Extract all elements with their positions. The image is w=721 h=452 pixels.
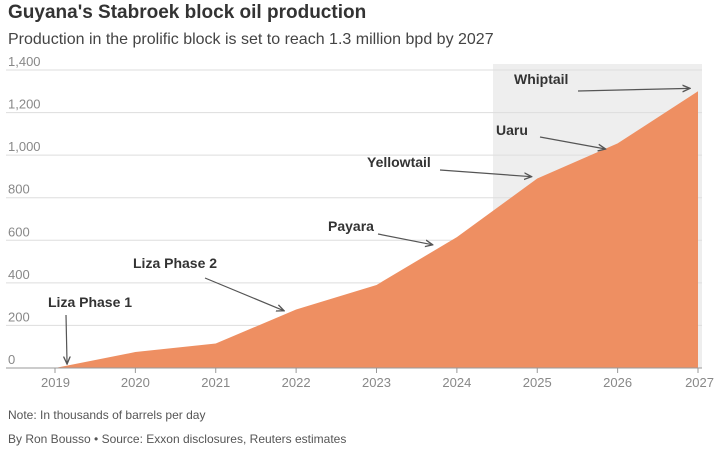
annotation-arrow [577, 88, 690, 91]
chart-note: Note: In thousands of barrels per day [8, 408, 206, 422]
y-tick-label: 1,200 [8, 97, 41, 112]
production-area [55, 91, 698, 369]
annotation-arrow [66, 314, 67, 364]
y-tick-label: 600 [8, 224, 30, 239]
annotation-arrow [439, 169, 532, 177]
chart-source: By Ron Bousso • Source: Exxon disclosure… [8, 432, 347, 446]
y-tick-label: 0 [8, 352, 15, 367]
y-tick-label: 1,400 [8, 54, 41, 69]
x-tick-label: 2024 [442, 375, 471, 390]
chart-title: Guyana's Stabroek block oil production [8, 2, 367, 23]
annotation-label: Payara [328, 218, 374, 234]
annotation-label: Uaru [496, 122, 528, 138]
annotation-arrow [377, 233, 433, 245]
annotation-label: Liza Phase 1 [48, 294, 132, 310]
annotation-arrow [539, 136, 606, 149]
x-tick-label: 2027 [685, 375, 714, 390]
y-tick-label: 1,000 [8, 139, 41, 154]
annotation-label: Liza Phase 2 [133, 255, 217, 271]
annotation-arrow [204, 277, 284, 311]
x-tick-label: 2025 [523, 375, 552, 390]
x-tick-label: 2020 [121, 375, 150, 390]
x-tick-label: 2026 [603, 375, 632, 390]
annotation-label: Yellowtail [367, 154, 431, 170]
x-tick-label: 2023 [362, 375, 391, 390]
area-chart: 0 200 400 600 800 1,000 1,200 1,400 2019 2020 2021… [6, 54, 714, 390]
y-tick-label: 800 [8, 182, 30, 197]
x-tick-label: 2019 [41, 375, 70, 390]
x-tick-label: 2021 [201, 375, 230, 390]
y-tick-label: 200 [8, 309, 30, 324]
x-tick-label: 2022 [282, 375, 311, 390]
annotation-label: Whiptail [514, 71, 568, 87]
y-tick-label: 400 [8, 267, 30, 282]
chart-subtitle: Production in the prolific block is set … [8, 31, 494, 48]
